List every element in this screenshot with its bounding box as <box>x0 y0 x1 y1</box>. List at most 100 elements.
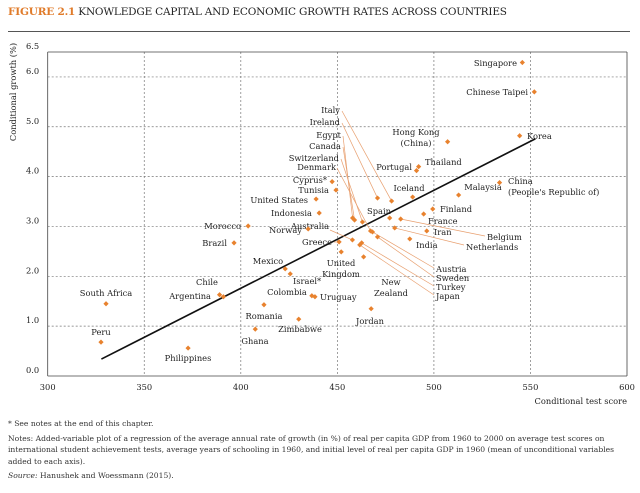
data-point-philippines <box>185 345 191 351</box>
data-point-japan <box>357 242 363 248</box>
x-tick-label: 500 <box>426 382 442 392</box>
y-tick-label: 1.0 <box>26 315 39 325</box>
leader-line-sweden <box>377 236 435 278</box>
point-label-new-zealand: New <box>381 277 400 287</box>
data-point-south-africa <box>103 301 109 307</box>
point-label-united-kingdom-line2: Kingdom <box>322 269 360 279</box>
data-point-denmark <box>367 228 374 234</box>
point-label-chile: Chile <box>196 277 218 287</box>
point-label-philippines: Philippines <box>165 353 212 363</box>
point-label-brazil: Brazil <box>202 238 227 248</box>
point-label-mexico: Mexico <box>253 256 283 266</box>
point-label-ghana: Ghana <box>241 336 268 346</box>
x-tick-label: 300 <box>40 382 56 392</box>
data-point-colombia <box>309 293 315 299</box>
point-label-denmark: Denmark <box>297 162 337 172</box>
point-label-malaysia: Malaysia <box>464 182 502 192</box>
point-label-belgium: Belgium <box>487 232 522 242</box>
data-point-greece <box>336 239 342 245</box>
data-point-korea <box>517 133 523 139</box>
leader-line-switzerland <box>340 158 363 223</box>
data-point-singapore <box>519 59 525 66</box>
point-label-italy: Italy <box>321 105 340 115</box>
point-label-australia: Australia <box>290 221 329 231</box>
data-point-hong-kong-china <box>445 139 451 145</box>
y-tick-label: 3.0 <box>26 215 39 225</box>
data-point-switzerland <box>359 219 366 225</box>
data-point-ireland <box>374 195 381 201</box>
point-label-zimbabwe: Zimbabwe <box>278 324 322 334</box>
data-point-norway <box>305 226 311 232</box>
point-label-portugal: Portugal <box>376 162 412 172</box>
point-label-ireland: Ireland <box>310 117 341 127</box>
point-label-united-states: United States <box>250 195 308 205</box>
x-tick-label: 600 <box>619 382 635 392</box>
notes-text: Notes: Added-variable plot of a regressi… <box>8 433 615 466</box>
data-point-india <box>407 236 413 242</box>
data-point-indonesia <box>316 210 322 216</box>
leader-line-australia <box>329 229 353 241</box>
point-label-japan: Japan <box>435 291 461 301</box>
point-label-new-zealand-line2: Zealand <box>374 288 409 298</box>
point-label-switzerland: Switzerland <box>289 153 340 163</box>
data-point-tunisia <box>333 187 339 193</box>
point-label-hong-kong-china: Hong Kong <box>392 127 440 137</box>
leader-line-italy <box>341 110 392 202</box>
figure-label: FIGURE 2.1 <box>8 6 76 18</box>
data-point-peru <box>98 339 104 345</box>
data-point-chile <box>216 292 223 298</box>
data-point-united-kingdom <box>338 249 344 255</box>
point-label-cyprus: Cyprus* <box>293 175 328 185</box>
source-label: Source: <box>8 471 38 480</box>
point-label-austria: Austria <box>435 264 467 274</box>
data-point-zimbabwe <box>296 316 302 322</box>
regression-line <box>101 138 536 360</box>
point-label-sweden: Sweden <box>436 273 470 283</box>
leader-line-austria <box>372 231 435 269</box>
point-label-singapore: Singapore <box>474 58 517 68</box>
point-label-morocco: Morocco <box>204 221 241 231</box>
data-point-france <box>421 211 427 217</box>
x-tick-label: 550 <box>523 382 539 392</box>
point-label-china-people-s-republic-of-line2: (People's Republic of) <box>508 187 599 197</box>
leader-line-netherlands <box>394 227 465 246</box>
point-label-israel: Israel* <box>293 276 322 286</box>
point-label-iran: Iran <box>434 227 452 237</box>
data-point-iran <box>424 228 430 234</box>
leader-line-denmark <box>336 167 371 232</box>
source-note: Source: Hanushek and Woessmann (2015). <box>8 470 634 482</box>
x-tick-label: 450 <box>329 382 345 392</box>
y-tick-label: 6.0 <box>26 66 39 76</box>
y-tick-label: 0.0 <box>26 365 39 375</box>
y-axis-label: Conditional growth (%) <box>8 43 18 141</box>
data-point-mexico <box>282 266 288 272</box>
point-label-greece: Greece <box>302 237 332 247</box>
point-label-romania: Romania <box>246 311 283 321</box>
point-label-chinese-taipei: Chinese Taipei <box>466 87 528 97</box>
data-point-thailand <box>416 164 422 170</box>
data-point-jordan <box>368 306 374 312</box>
data-point-australia <box>349 237 356 243</box>
figure-title-text: KNOWLEDGE CAPITAL AND ECONOMIC GROWTH RA… <box>78 6 507 18</box>
point-label-argentina: Argentina <box>168 291 211 301</box>
point-label-peru: Peru <box>91 327 111 337</box>
point-label-jordan: Jordan <box>355 316 385 326</box>
leader-line-belgium <box>400 218 486 237</box>
data-point-canada <box>351 217 358 223</box>
x-tick-label: 350 <box>136 382 152 392</box>
data-point-uruguay <box>312 294 318 300</box>
y-tick-label: 6.5 <box>26 41 39 51</box>
y-tick-label: 4.0 <box>26 166 39 176</box>
data-point-finland <box>430 206 436 212</box>
data-point-austria <box>369 229 376 235</box>
figure-title: FIGURE 2.1 KNOWLEDGE CAPITAL AND ECONOMI… <box>8 6 507 18</box>
data-point-ghana <box>252 326 258 332</box>
data-point-iceland <box>410 194 416 200</box>
point-label-finland: Finland <box>440 204 473 214</box>
point-label-thailand: Thailand <box>425 157 462 167</box>
data-point-portugal <box>413 168 420 174</box>
point-label-turkey: Turkey <box>436 282 466 292</box>
point-label-tunisia: Tunisia <box>298 185 329 195</box>
data-point-brazil <box>231 240 237 246</box>
